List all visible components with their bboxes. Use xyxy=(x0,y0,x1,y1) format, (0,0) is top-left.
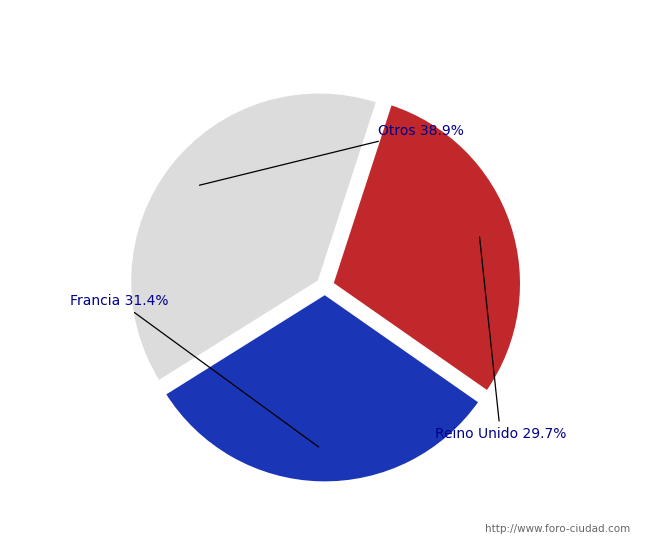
Text: Reino Unido 29.7%: Reino Unido 29.7% xyxy=(435,237,566,441)
Wedge shape xyxy=(164,294,480,483)
Text: http://www.foro-ciudad.com: http://www.foro-ciudad.com xyxy=(486,524,630,534)
Text: Moclín - Turistas extranjeros según país - Agosto de 2024: Moclín - Turistas extranjeros según país… xyxy=(75,16,575,33)
Wedge shape xyxy=(332,103,521,392)
Wedge shape xyxy=(130,92,378,382)
Text: Francia 31.4%: Francia 31.4% xyxy=(70,294,318,447)
Text: Otros 38.9%: Otros 38.9% xyxy=(200,124,464,185)
